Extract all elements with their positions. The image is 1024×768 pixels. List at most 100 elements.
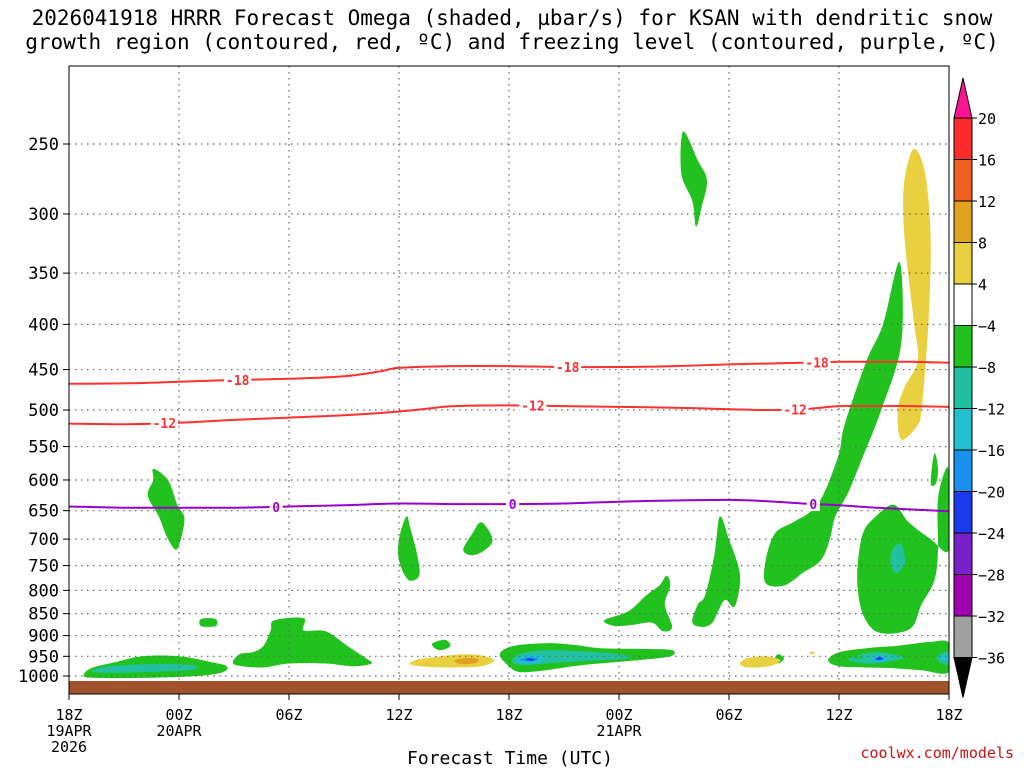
colorbar-label-5: −4 — [978, 318, 996, 336]
contour-label--12-2: -12 — [783, 403, 806, 418]
y-tick-label-400: 400 — [28, 315, 59, 335]
colorbar-bin->20 — [953, 77, 973, 119]
colorbar-bin--36 to -32 — [953, 615, 973, 658]
x-tick-label-24-0: 18Z — [495, 706, 522, 724]
colorbar-bin--24 to -20 — [953, 491, 973, 534]
contour-label-0-2: 0 — [809, 498, 817, 513]
contour-line-0 — [69, 498, 949, 513]
x-tick-label-30-0: 00Z — [605, 706, 632, 724]
contour-line--12 — [69, 404, 949, 426]
x-tick-label-0-0: 18Z — [55, 706, 82, 724]
colorbar-bin--28 to -24 — [953, 532, 973, 575]
x-tick-label-42-0: 12Z — [825, 706, 852, 724]
omega-region-33 — [809, 651, 816, 655]
colorbar-label-1: 16 — [978, 152, 996, 170]
omega-region-13 — [603, 575, 673, 632]
y-tick-label-950: 950 — [28, 647, 59, 667]
colorbar-label-6: −8 — [978, 359, 996, 377]
colorbar-label-12: −32 — [978, 608, 1005, 626]
omega-region-14 — [680, 131, 708, 227]
contour-label--12-0: -12 — [153, 417, 176, 432]
colorbar-bin--4 to 4 — [953, 283, 973, 326]
colorbar-label-2: 12 — [978, 193, 996, 211]
source-credit: coolwx.com/models — [860, 744, 1014, 762]
colorbar-bin--16 to -12 — [953, 408, 973, 451]
x-tick-label-0-1: 19APR — [46, 722, 92, 740]
grid-lines — [69, 66, 949, 694]
contour-label-0-1: 0 — [509, 498, 517, 513]
omega-region-24 — [939, 654, 949, 662]
omega-region-21 — [875, 657, 883, 660]
omega-region-32 — [740, 656, 781, 668]
colorbar-label-8: −16 — [978, 442, 1005, 460]
ground-surface — [69, 681, 949, 694]
x-tick-label-6-0: 00Z — [165, 706, 192, 724]
colorbar-label-9: −20 — [978, 484, 1005, 502]
colorbar-bin--12 to -8 — [953, 366, 973, 409]
y-tick-label-650: 650 — [28, 502, 59, 522]
y-tick-label-750: 750 — [28, 557, 59, 577]
contour-label--18-2: -18 — [805, 356, 829, 371]
contour-label-bg-0-1 — [506, 497, 520, 512]
omega-region-27 — [930, 453, 939, 487]
colorbar-bin-8 to 12 — [953, 200, 973, 243]
contour-label-bg--18-1 — [554, 360, 582, 375]
contour-label-bg--18-0 — [224, 372, 252, 387]
contour-label-bg-0-0 — [269, 499, 283, 514]
y-tick-label-700: 700 — [28, 530, 59, 550]
y-tick-label-600: 600 — [28, 471, 59, 491]
omega-region-31 — [454, 657, 479, 665]
omega-region-3 — [199, 618, 218, 627]
omega-region-30 — [409, 654, 495, 668]
contour-label-0-0: 0 — [272, 501, 280, 516]
contour-label--18-1: -18 — [556, 361, 580, 376]
contour-label-bg-0-2 — [806, 497, 820, 512]
x-tick-label-6-1: 20APR — [156, 722, 202, 740]
omega-region-1 — [91, 664, 198, 673]
colorbar-bin--8 to -4 — [953, 325, 973, 368]
x-tick-label-30-1: 21APR — [596, 722, 642, 740]
axes: 2503003504004505005506006507007508008509… — [18, 135, 963, 756]
y-tick-label-850: 850 — [28, 605, 59, 625]
y-tick-label-900: 900 — [28, 627, 59, 647]
colorbar-label-10: −24 — [978, 525, 1005, 543]
colorbar-label-7: −12 — [978, 401, 1005, 419]
omega-region-9 — [512, 650, 631, 666]
omega-region-15 — [692, 516, 741, 627]
y-tick-label-450: 450 — [28, 361, 59, 381]
colorbar-bin-4 to 8 — [953, 242, 973, 285]
contour-label--18-0: -18 — [226, 374, 250, 389]
omega-region-34 — [897, 148, 931, 440]
contour-label-bg--12-0 — [150, 416, 178, 431]
colorbar-bin-12 to 16 — [953, 159, 973, 202]
x-tick-label-48-0: 18Z — [935, 706, 962, 724]
title-line-2: growth region (contoured, red, ºC) and f… — [25, 30, 999, 54]
contour-label--12-1: -12 — [521, 400, 544, 415]
y-tick-label-1000: 1000 — [18, 667, 59, 687]
omega-region-5 — [397, 516, 420, 581]
y-tick-label-800: 800 — [28, 581, 59, 601]
x-axis-label: Forecast Time (UTC) — [407, 748, 613, 768]
contour-label-bg--18-2 — [803, 355, 831, 370]
x-tick-label-18-0: 12Z — [385, 706, 412, 724]
omega-region-7 — [431, 639, 451, 651]
colorbar-label-11: −28 — [978, 567, 1005, 585]
colorbar-bin--32 to -28 — [953, 574, 973, 617]
omega-region-4 — [147, 468, 185, 550]
x-tick-label-12-0: 06Z — [275, 706, 302, 724]
y-tick-label-300: 300 — [28, 205, 59, 225]
colorbar-bin-<-36 — [953, 657, 973, 698]
omega-region-2 — [232, 617, 373, 668]
colorbar: 20 16 12 8 4 −4 −8 −12 −16 −20 −24 −28 −32 −36 — [953, 77, 1005, 698]
y-tick-label-250: 250 — [28, 135, 59, 155]
colorbar-label-3: 8 — [978, 235, 987, 253]
omega-region-26 — [890, 543, 906, 574]
omega-region-12 — [525, 658, 535, 661]
colorbar-bin--20 to -16 — [953, 449, 973, 492]
contour-lines: -18 -18 -18 -12 -12 -12 0 0 0 — [69, 355, 949, 516]
contour-label-bg--12-2 — [781, 402, 809, 417]
contour-label-bg--12-1 — [519, 398, 547, 413]
omega-region-25 — [857, 466, 949, 634]
x-tick-label-36-0: 06Z — [715, 706, 742, 724]
